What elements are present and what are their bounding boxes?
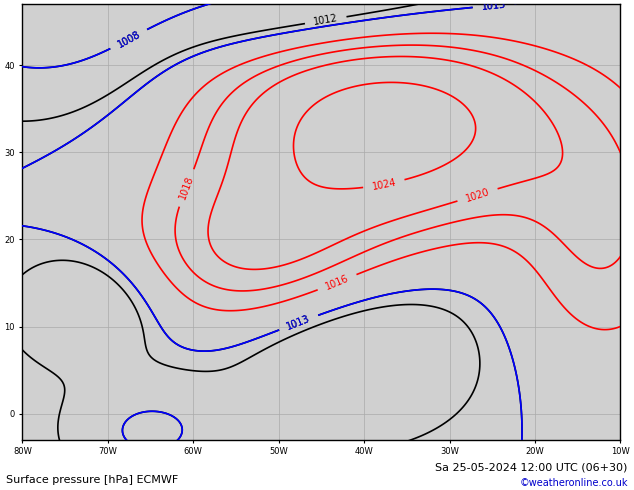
Text: 1013: 1013 <box>285 313 312 332</box>
Text: 1013: 1013 <box>481 0 507 12</box>
Text: ©weatheronline.co.uk: ©weatheronline.co.uk <box>519 478 628 488</box>
Text: 1013: 1013 <box>481 0 507 12</box>
Text: Sa 25-05-2024 12:00 UTC (06+30): Sa 25-05-2024 12:00 UTC (06+30) <box>436 463 628 473</box>
Text: 1008: 1008 <box>140 444 165 455</box>
Text: Surface pressure [hPa] ECMWF: Surface pressure [hPa] ECMWF <box>6 475 179 485</box>
Text: 1013: 1013 <box>285 313 312 332</box>
Text: 1008: 1008 <box>140 444 165 455</box>
Text: 1018: 1018 <box>178 174 195 201</box>
Text: 1024: 1024 <box>371 177 397 192</box>
Text: 1008: 1008 <box>115 29 142 49</box>
Text: 1020: 1020 <box>464 186 491 203</box>
Text: 1016: 1016 <box>324 273 351 292</box>
Text: 1008: 1008 <box>115 29 142 49</box>
Text: 1012: 1012 <box>313 13 339 27</box>
Text: 1012: 1012 <box>223 455 249 477</box>
